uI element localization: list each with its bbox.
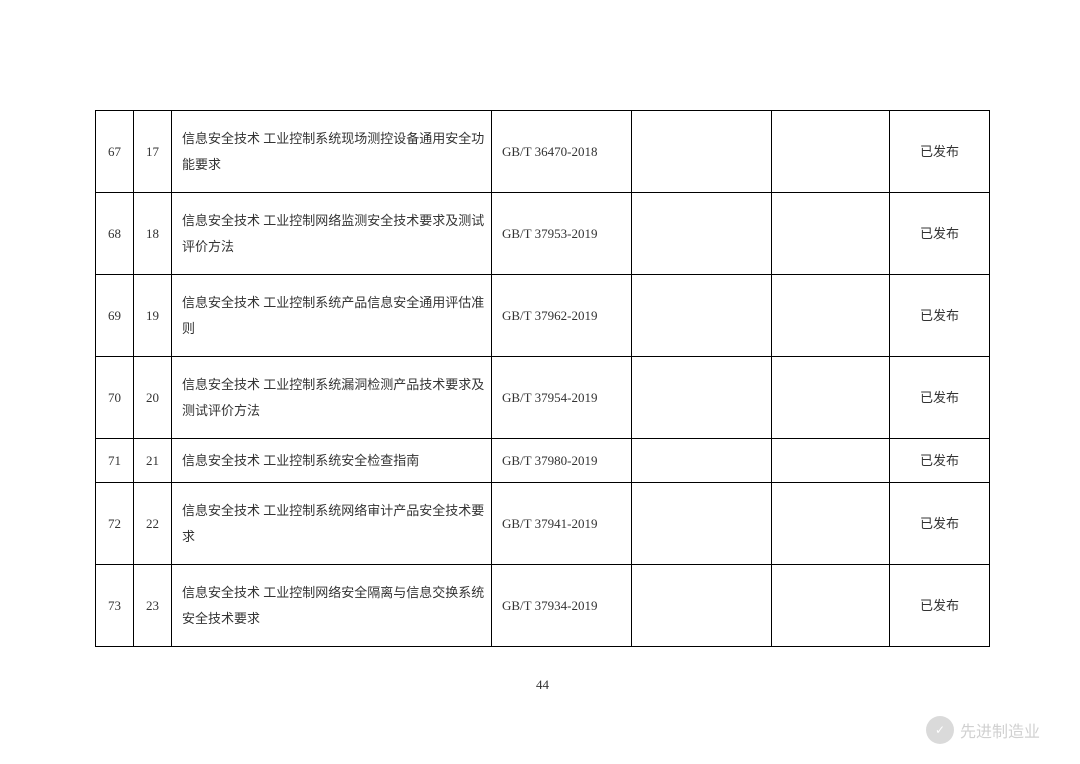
watermark: ✓ 先进制造业: [926, 716, 1040, 744]
cell-status: 已发布: [890, 111, 990, 193]
cell-blank2: [772, 483, 890, 565]
cell-status: 已发布: [890, 357, 990, 439]
cell-blank2: [772, 357, 890, 439]
watermark-text: 先进制造业: [960, 718, 1040, 742]
cell-standard: GB/T 37934-2019: [492, 565, 632, 647]
cell-seq2: 20: [134, 357, 172, 439]
cell-seq2: 22: [134, 483, 172, 565]
cell-title: 信息安全技术 工业控制系统安全检查指南: [172, 439, 492, 483]
cell-standard: GB/T 37953-2019: [492, 193, 632, 275]
page-container: 6717信息安全技术 工业控制系统现场测控设备通用安全功能要求GB/T 3647…: [0, 0, 1080, 733]
cell-blank2: [772, 111, 890, 193]
cell-standard: GB/T 37954-2019: [492, 357, 632, 439]
cell-seq2: 18: [134, 193, 172, 275]
cell-status: 已发布: [890, 439, 990, 483]
table-row: 7020信息安全技术 工业控制系统漏洞检测产品技术要求及测试评价方法GB/T 3…: [96, 357, 990, 439]
cell-blank1: [632, 357, 772, 439]
cell-blank1: [632, 439, 772, 483]
cell-status: 已发布: [890, 483, 990, 565]
cell-seq2: 23: [134, 565, 172, 647]
cell-title: 信息安全技术 工业控制系统产品信息安全通用评估准则: [172, 275, 492, 357]
cell-standard: GB/T 37962-2019: [492, 275, 632, 357]
cell-title: 信息安全技术 工业控制系统现场测控设备通用安全功能要求: [172, 111, 492, 193]
cell-seq2: 21: [134, 439, 172, 483]
table-body: 6717信息安全技术 工业控制系统现场测控设备通用安全功能要求GB/T 3647…: [96, 111, 990, 647]
cell-blank2: [772, 439, 890, 483]
cell-blank2: [772, 275, 890, 357]
cell-blank1: [632, 193, 772, 275]
standards-table: 6717信息安全技术 工业控制系统现场测控设备通用安全功能要求GB/T 3647…: [95, 110, 990, 647]
cell-seq1: 71: [96, 439, 134, 483]
cell-seq2: 17: [134, 111, 172, 193]
table-row: 6717信息安全技术 工业控制系统现场测控设备通用安全功能要求GB/T 3647…: [96, 111, 990, 193]
cell-blank1: [632, 111, 772, 193]
cell-status: 已发布: [890, 565, 990, 647]
cell-seq1: 72: [96, 483, 134, 565]
cell-title: 信息安全技术 工业控制网络安全隔离与信息交换系统安全技术要求: [172, 565, 492, 647]
cell-blank2: [772, 565, 890, 647]
cell-status: 已发布: [890, 275, 990, 357]
wechat-icon: ✓: [926, 716, 954, 744]
cell-status: 已发布: [890, 193, 990, 275]
cell-title: 信息安全技术 工业控制系统漏洞检测产品技术要求及测试评价方法: [172, 357, 492, 439]
cell-seq1: 68: [96, 193, 134, 275]
page-number: 44: [95, 677, 990, 693]
table-row: 6818信息安全技术 工业控制网络监测安全技术要求及测试评价方法GB/T 379…: [96, 193, 990, 275]
cell-blank1: [632, 483, 772, 565]
cell-standard: GB/T 37941-2019: [492, 483, 632, 565]
table-row: 7222信息安全技术 工业控制系统网络审计产品安全技术要求GB/T 37941-…: [96, 483, 990, 565]
table-row: 7323信息安全技术 工业控制网络安全隔离与信息交换系统安全技术要求GB/T 3…: [96, 565, 990, 647]
watermark-icon-glyph: ✓: [935, 723, 945, 738]
cell-blank2: [772, 193, 890, 275]
cell-blank1: [632, 275, 772, 357]
cell-standard: GB/T 36470-2018: [492, 111, 632, 193]
cell-title: 信息安全技术 工业控制系统网络审计产品安全技术要求: [172, 483, 492, 565]
cell-seq1: 73: [96, 565, 134, 647]
cell-blank1: [632, 565, 772, 647]
cell-seq2: 19: [134, 275, 172, 357]
cell-standard: GB/T 37980-2019: [492, 439, 632, 483]
cell-seq1: 70: [96, 357, 134, 439]
table-row: 7121信息安全技术 工业控制系统安全检查指南GB/T 37980-2019 已发…: [96, 439, 990, 483]
table-row: 6919信息安全技术 工业控制系统产品信息安全通用评估准则GB/T 37962-…: [96, 275, 990, 357]
cell-title: 信息安全技术 工业控制网络监测安全技术要求及测试评价方法: [172, 193, 492, 275]
cell-seq1: 69: [96, 275, 134, 357]
cell-seq1: 67: [96, 111, 134, 193]
